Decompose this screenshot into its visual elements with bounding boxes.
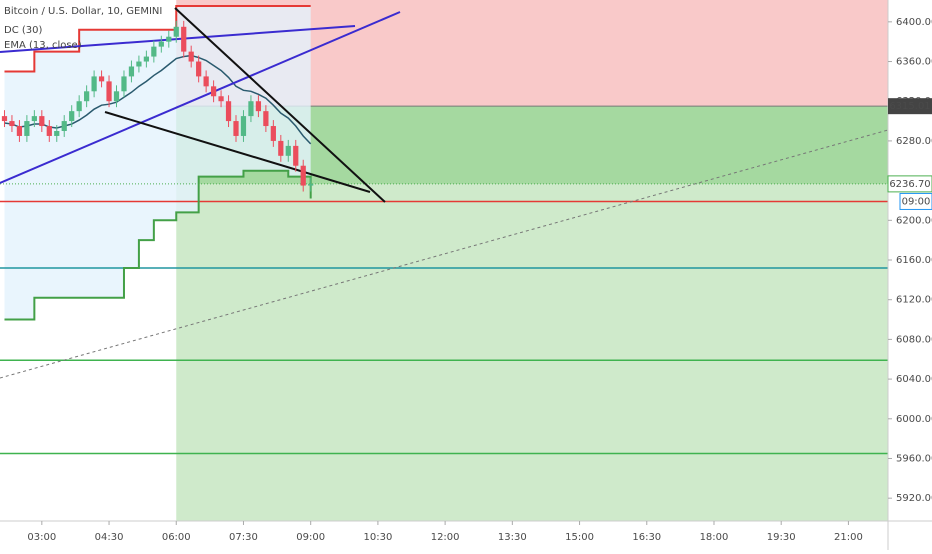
candle-body [128,66,135,77]
candle-body [54,130,60,136]
candle-body [285,145,291,156]
chart-title: Bitcoin / U.S. Dollar, 10, GEMINI [4,6,162,17]
trend-line [174,7,386,203]
candle-body [263,111,269,127]
candle-body [9,121,15,127]
y-tick-label: 5960.00 [896,453,932,464]
candle-body [233,121,239,136]
y-tick-label: 6200.00 [896,215,932,226]
candle-body [76,101,82,112]
candle-body [255,101,262,112]
x-tick-label: 21:00 [834,532,863,543]
candle-body [278,140,284,156]
y-tick-label: 6160.00 [896,255,932,266]
legend: Bitcoin / U.S. Dollar, 10, GEMINI DC (30… [4,6,162,51]
time-label-box [899,192,932,210]
candle-body [293,145,299,166]
y-tick-label: 6280.00 [896,136,932,147]
ema-line [4,54,312,145]
indicator-label: EMA (13, close) [4,40,82,51]
candle-body [196,61,202,77]
price-label-box [887,175,932,193]
candle-body [84,91,90,102]
candle-body [151,46,157,57]
x-tick-label: 18:00 [700,532,729,543]
x-tick-label: 16:30 [632,532,661,543]
y-tick-label: 5920.00 [896,493,932,504]
candle-body [166,36,172,42]
drawings [0,7,889,379]
price-label-box [888,98,932,115]
candle-body [31,116,37,122]
x-tick-label: 12:00 [431,532,460,543]
trend-line [0,25,356,53]
candle-body [218,96,224,102]
price-label: 6315.01 [889,101,930,112]
candle-body [24,121,30,136]
candle-body [143,56,149,62]
candle-body [69,111,75,122]
candle-body [225,101,232,122]
candle-body [240,116,247,136]
indicator-label: DC (30) [4,25,42,36]
x-tick-label: 03:00 [27,532,56,543]
candle-body [16,126,23,136]
candle-body [300,165,306,186]
candle-body [39,116,45,127]
candle-body [248,101,254,117]
candle-body [121,76,127,92]
candle-body [270,126,276,141]
x-tick-label: 19:30 [767,532,796,543]
candle-body [173,26,179,37]
time-label: 09:00 [902,196,931,207]
y-tick-label: 6120.00 [896,295,932,306]
candle-body [98,76,105,82]
dc-upper-line [4,4,311,73]
candle-body [203,76,209,87]
y-tick-label: 6000.00 [896,414,932,425]
candle-body [106,81,112,102]
candle-body [113,91,120,102]
candle-body [46,126,52,136]
trend-line [104,111,371,193]
x-tick-label: 10:30 [363,532,392,543]
candle-body [136,61,142,67]
y-tick-label: 6360.00 [896,57,932,68]
x-tick-label: 04:30 [95,532,124,543]
y-tick-label: 6400.00 [896,17,932,28]
x-tick-label: 06:00 [162,532,191,543]
x-tick-label: 07:30 [229,532,258,543]
x-tick-label: 13:30 [498,532,527,543]
candle-body [210,86,217,97]
candle-body [1,116,8,122]
y-tick-label: 6080.00 [896,334,932,345]
candle-body [308,183,314,186]
y-tick-label: 6040.00 [896,374,932,385]
x-tick-label: 15:00 [565,532,594,543]
x-tick-label: 09:00 [296,532,325,543]
price-label: 6236.70 [889,179,930,190]
candle-body [61,121,67,131]
candle-body [91,76,97,92]
dc-lower-line [4,169,312,321]
candle-body [188,51,194,62]
candle-body [158,41,164,47]
trend-line [0,129,889,379]
trend-line [0,11,401,184]
candle-body [181,26,187,52]
